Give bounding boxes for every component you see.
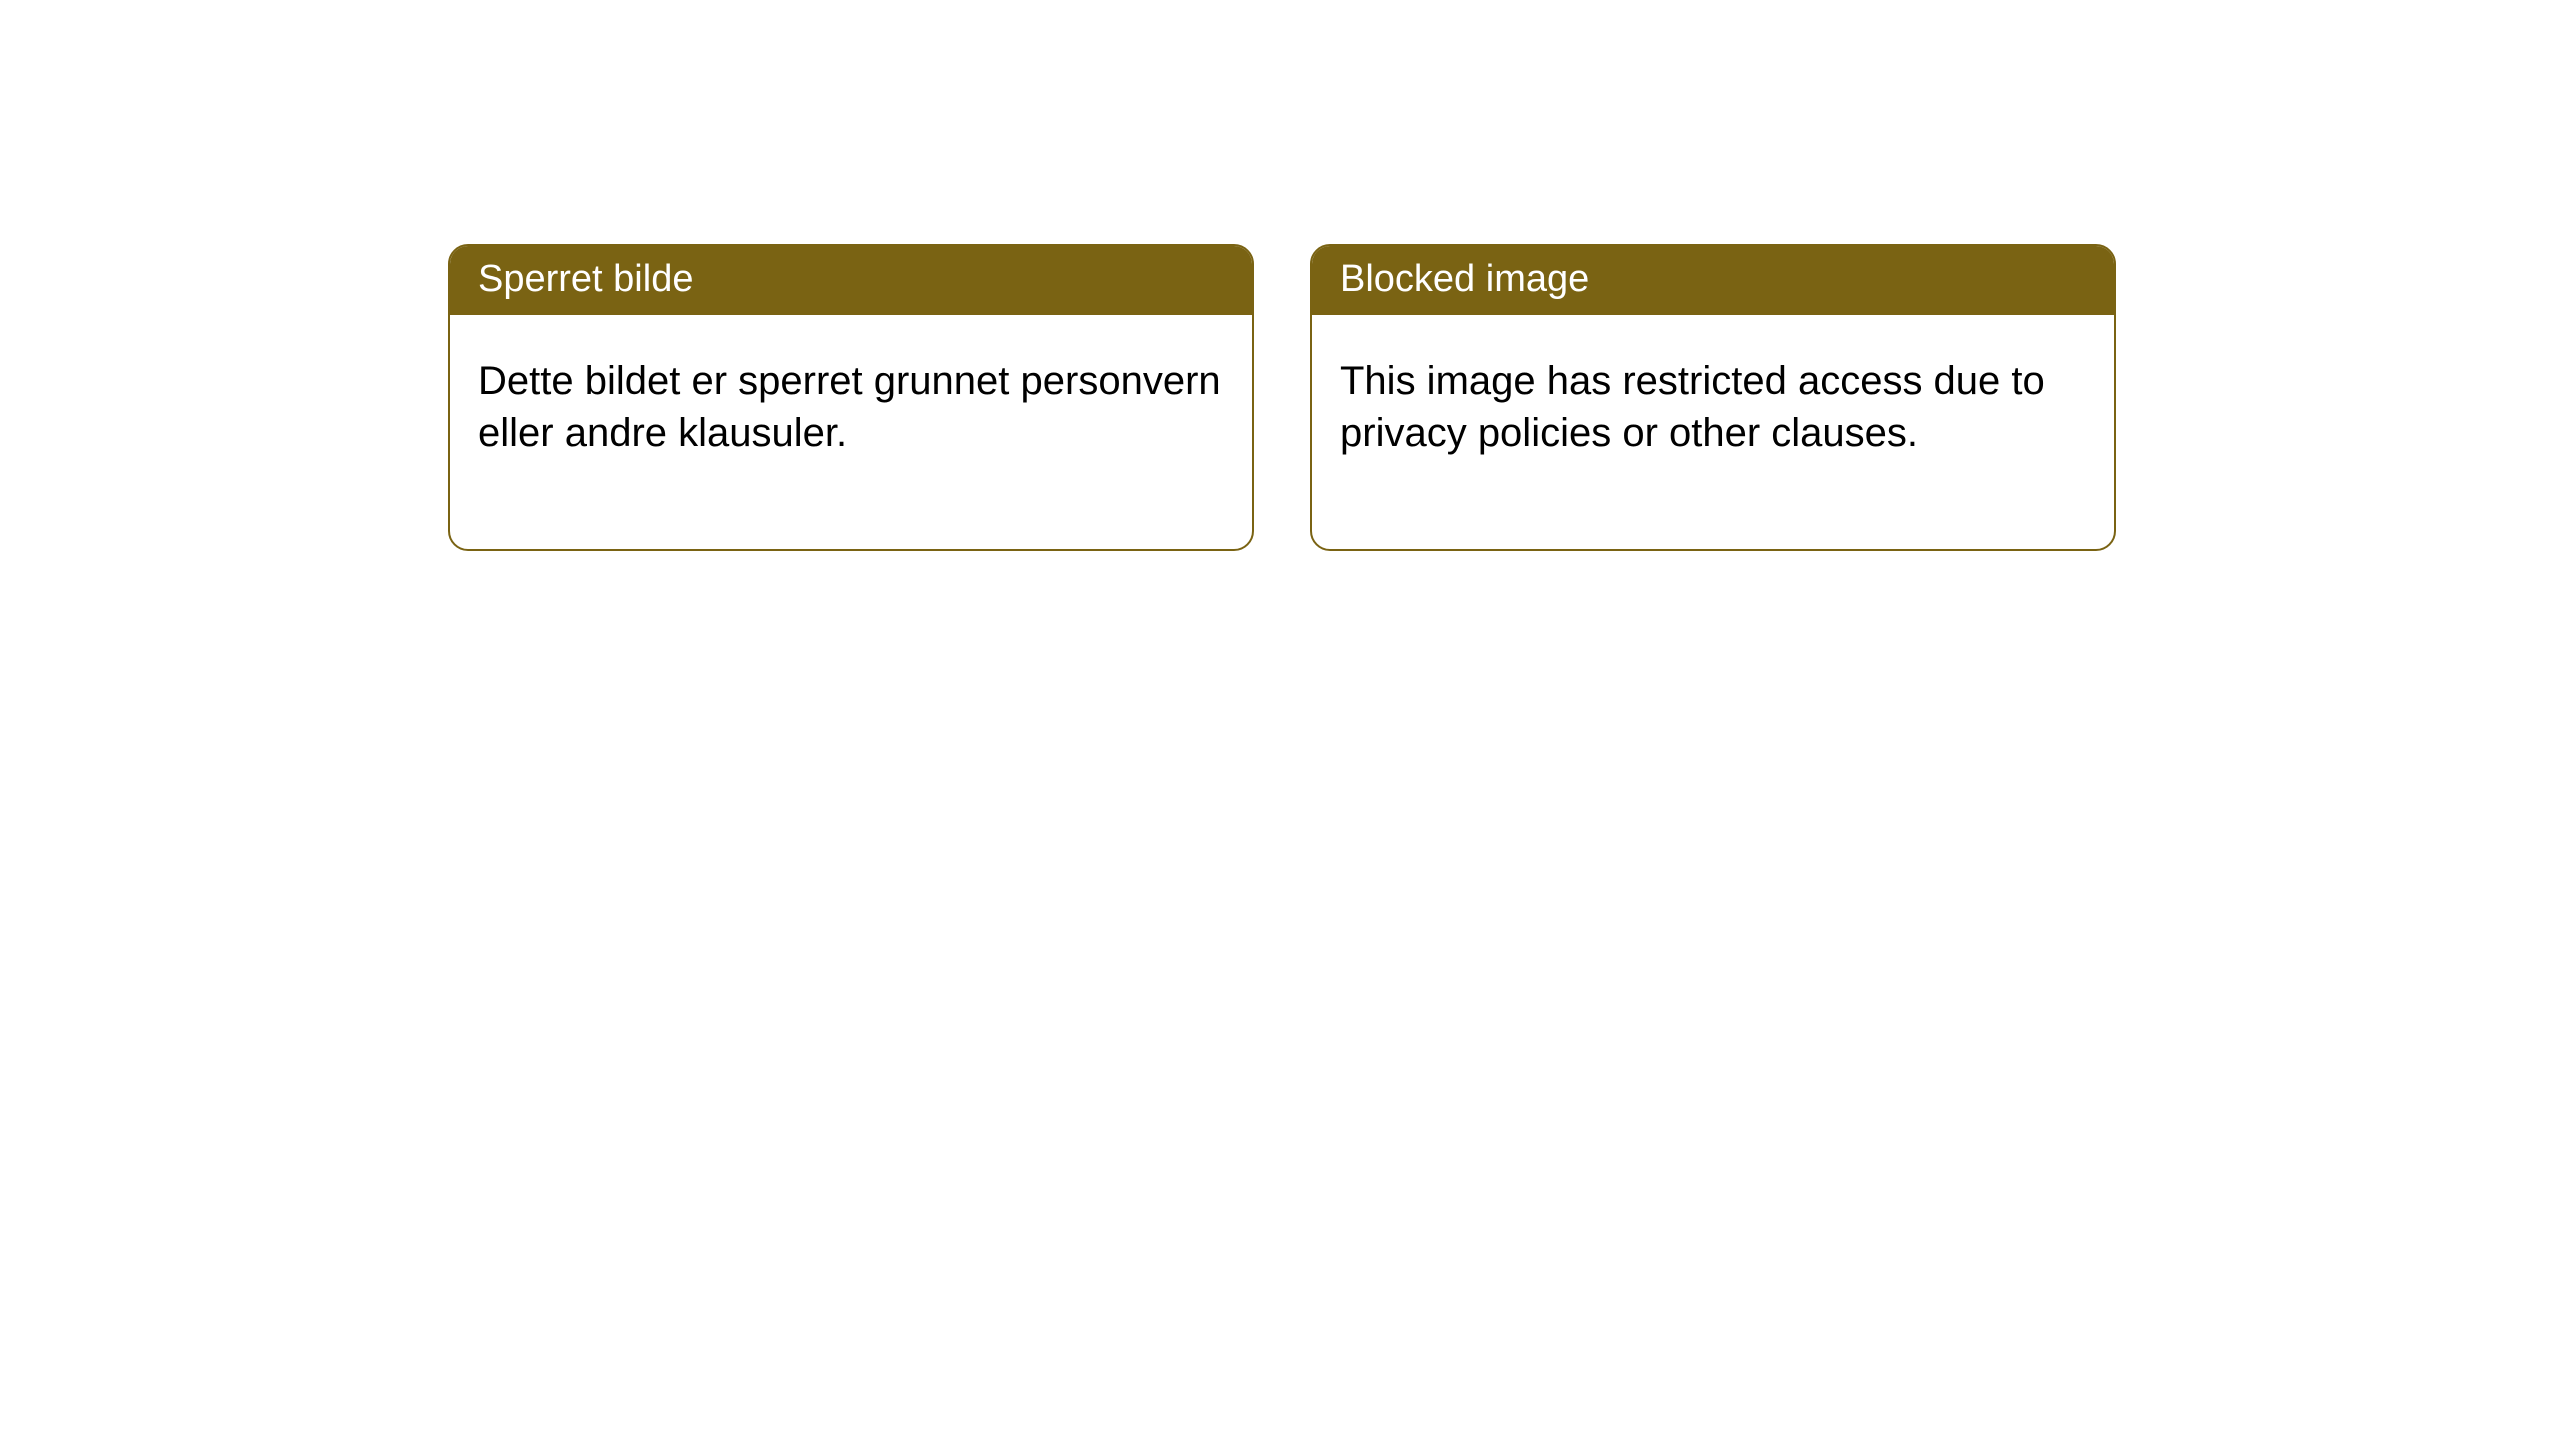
notice-card-english: Blocked image This image has restricted … <box>1310 244 2116 551</box>
notice-container: Sperret bilde Dette bildet er sperret gr… <box>448 244 2116 551</box>
notice-card-norwegian: Sperret bilde Dette bildet er sperret gr… <box>448 244 1254 551</box>
card-title-norwegian: Sperret bilde <box>450 246 1252 315</box>
card-body-english: This image has restricted access due to … <box>1312 315 2114 549</box>
card-title-english: Blocked image <box>1312 246 2114 315</box>
card-body-norwegian: Dette bildet er sperret grunnet personve… <box>450 315 1252 549</box>
